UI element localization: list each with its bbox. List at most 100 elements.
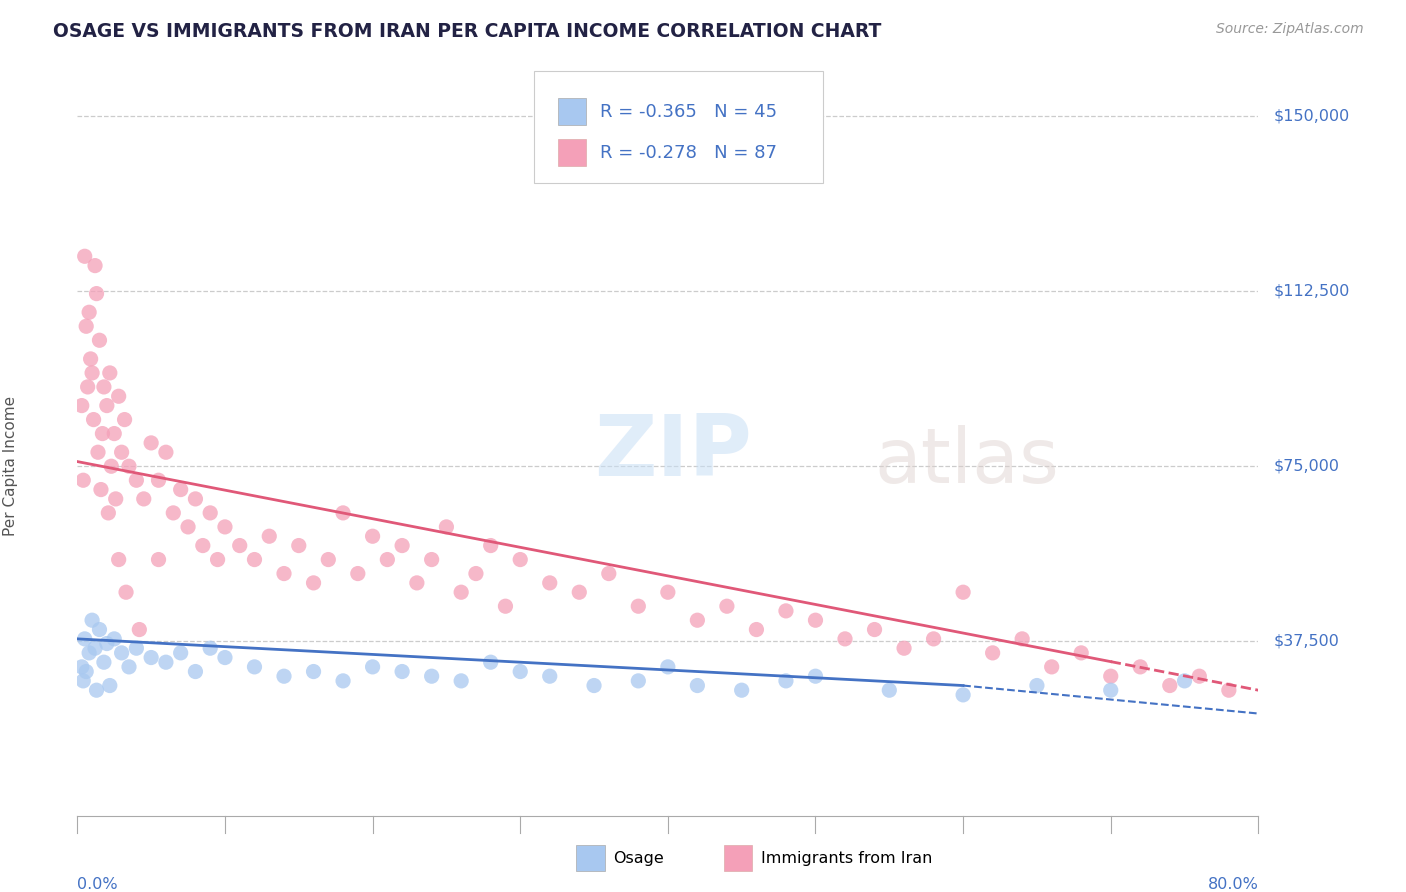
Point bbox=[177, 520, 200, 534]
Point bbox=[118, 660, 141, 674]
Point bbox=[107, 552, 129, 566]
Point bbox=[450, 673, 472, 688]
Point bbox=[1099, 669, 1122, 683]
Point bbox=[141, 436, 163, 450]
Point bbox=[76, 380, 98, 394]
Text: $37,500: $37,500 bbox=[1274, 633, 1339, 648]
Point bbox=[115, 585, 138, 599]
Point bbox=[627, 673, 650, 688]
Point bbox=[228, 539, 252, 553]
Point bbox=[82, 613, 104, 627]
Point bbox=[184, 665, 207, 679]
Point bbox=[84, 259, 107, 273]
Point bbox=[436, 520, 458, 534]
Point bbox=[509, 552, 531, 566]
Point bbox=[170, 483, 193, 497]
Text: Source: ZipAtlas.com: Source: ZipAtlas.com bbox=[1216, 22, 1364, 37]
Point bbox=[214, 650, 236, 665]
Point bbox=[627, 599, 650, 614]
Point bbox=[495, 599, 517, 614]
Point bbox=[391, 665, 413, 679]
Point bbox=[77, 305, 100, 319]
Text: ZIP: ZIP bbox=[595, 410, 752, 494]
Point bbox=[128, 623, 150, 637]
Point bbox=[114, 412, 136, 426]
Point bbox=[361, 660, 384, 674]
Text: 0.0%: 0.0% bbox=[77, 877, 118, 892]
Point bbox=[77, 646, 100, 660]
Point bbox=[657, 660, 679, 674]
Point bbox=[200, 506, 222, 520]
Point bbox=[89, 333, 111, 347]
Point bbox=[598, 566, 620, 581]
Point bbox=[75, 665, 97, 679]
Point bbox=[107, 389, 129, 403]
Point bbox=[1159, 679, 1181, 693]
Text: Per Capita Income: Per Capita Income bbox=[3, 396, 18, 536]
Point bbox=[87, 445, 110, 459]
Point bbox=[111, 445, 132, 459]
Point bbox=[83, 412, 105, 426]
Point bbox=[538, 575, 561, 590]
Point bbox=[420, 669, 443, 683]
Point bbox=[731, 683, 754, 698]
Point bbox=[70, 660, 93, 674]
Point bbox=[98, 679, 121, 693]
Point bbox=[243, 552, 266, 566]
Point bbox=[347, 566, 370, 581]
Point bbox=[103, 632, 125, 646]
Point bbox=[148, 552, 170, 566]
Point bbox=[804, 613, 827, 627]
Point bbox=[70, 399, 93, 413]
Point bbox=[141, 650, 163, 665]
Point bbox=[90, 483, 112, 497]
Point bbox=[450, 585, 472, 599]
Text: $150,000: $150,000 bbox=[1274, 109, 1350, 124]
Point bbox=[1218, 683, 1240, 698]
Point bbox=[1129, 660, 1152, 674]
Point bbox=[75, 319, 97, 334]
Point bbox=[863, 623, 886, 637]
Point bbox=[82, 366, 104, 380]
Point bbox=[538, 669, 561, 683]
Point bbox=[420, 552, 443, 566]
Point bbox=[86, 286, 108, 301]
Point bbox=[568, 585, 591, 599]
Point bbox=[479, 539, 502, 553]
Point bbox=[259, 529, 281, 543]
Text: atlas: atlas bbox=[875, 425, 1059, 499]
Point bbox=[93, 380, 115, 394]
Point bbox=[686, 679, 709, 693]
Point bbox=[125, 641, 148, 656]
Point bbox=[1174, 673, 1197, 688]
Point bbox=[243, 660, 266, 674]
Point bbox=[804, 669, 827, 683]
Point bbox=[184, 491, 207, 506]
Point bbox=[406, 575, 429, 590]
Point bbox=[1188, 669, 1211, 683]
Point bbox=[879, 683, 901, 698]
Point bbox=[745, 623, 768, 637]
Point bbox=[72, 673, 94, 688]
Point bbox=[111, 646, 132, 660]
Point bbox=[893, 641, 915, 656]
Point bbox=[72, 473, 94, 487]
Point bbox=[273, 566, 295, 581]
Point bbox=[97, 506, 120, 520]
Point bbox=[170, 646, 193, 660]
Point bbox=[657, 585, 679, 599]
Point bbox=[84, 641, 107, 656]
Text: Osage: Osage bbox=[613, 851, 664, 865]
Point bbox=[775, 673, 797, 688]
Point bbox=[79, 351, 101, 366]
Point bbox=[162, 506, 184, 520]
Point bbox=[465, 566, 488, 581]
Point bbox=[200, 641, 222, 656]
Point bbox=[318, 552, 340, 566]
Text: 80.0%: 80.0% bbox=[1208, 877, 1258, 892]
Point bbox=[104, 491, 127, 506]
Point bbox=[155, 655, 177, 669]
Point bbox=[716, 599, 738, 614]
Point bbox=[952, 688, 974, 702]
Point bbox=[207, 552, 229, 566]
